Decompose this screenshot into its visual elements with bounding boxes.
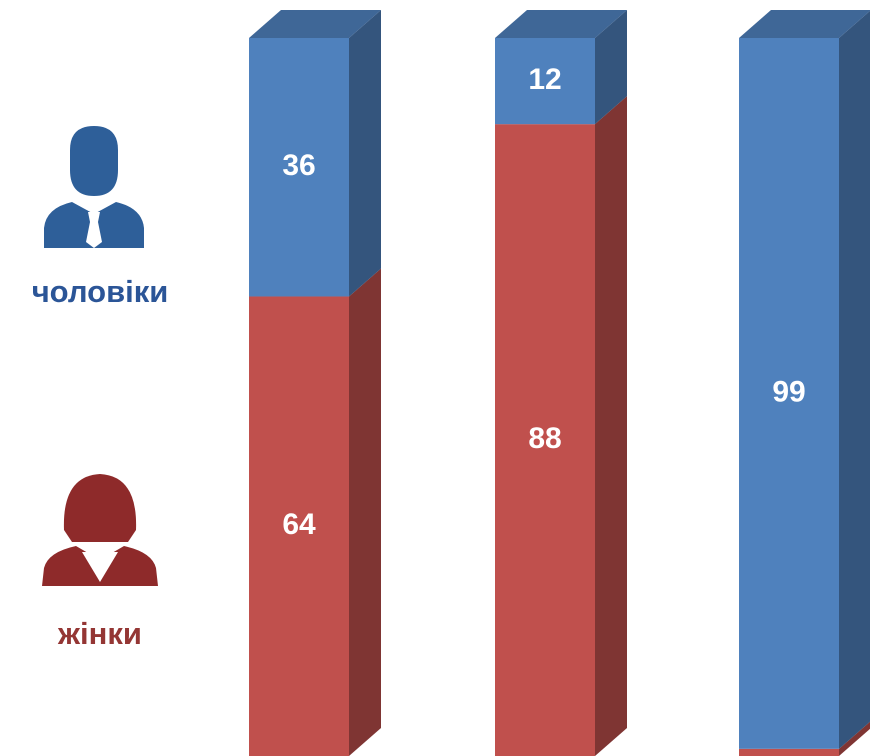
legend-label: жінки [57,616,142,651]
bar-top [739,10,870,38]
bar [249,296,349,756]
legend-label: чоловіки [32,274,169,309]
bar-side [349,268,381,756]
bar [495,38,595,125]
bar-side [595,10,627,125]
value-label: 64 [282,508,316,541]
bar-side [595,96,627,756]
bar [495,124,595,756]
bar [249,38,349,297]
value-label: 36 [282,149,315,182]
female-icon [42,474,158,586]
bar-side [349,10,381,297]
bar [739,38,839,749]
bar-side [839,721,870,756]
value-label: 99 [772,375,805,408]
value-label: 88 [528,422,561,455]
value-label: 12 [528,63,561,96]
bar-side [839,10,870,749]
bar [739,748,839,756]
bar-top [495,10,627,38]
male-icon [44,126,144,248]
bar-top [249,10,381,38]
